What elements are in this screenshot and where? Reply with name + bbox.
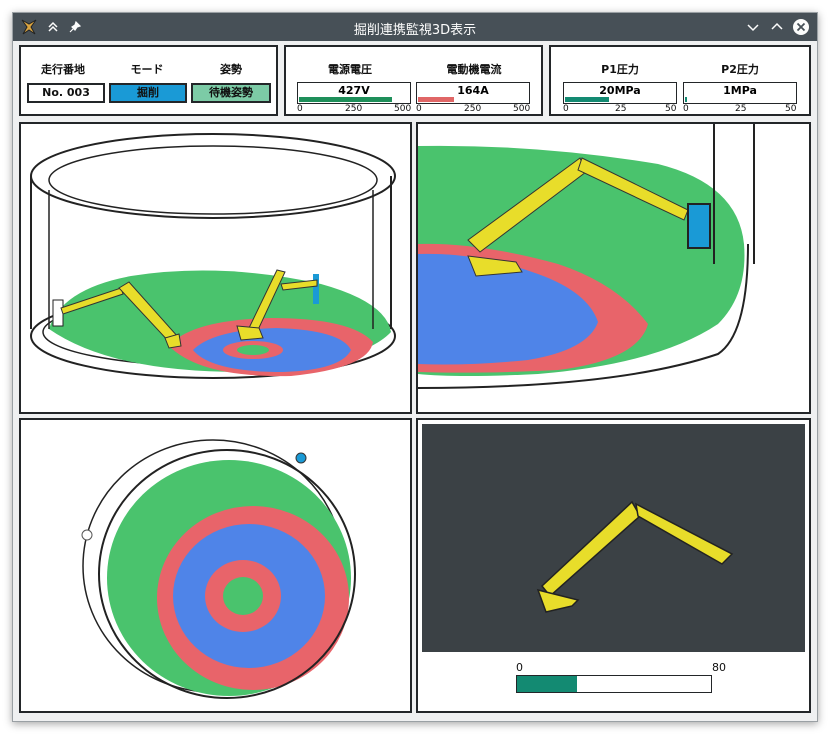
chevron-down-icon[interactable] [743, 17, 763, 37]
level-bar-fill [517, 676, 577, 692]
right-marker[interactable] [295, 452, 307, 464]
crater-center [237, 345, 269, 355]
voltage-tick-max: 500 [394, 104, 412, 114]
close-icon[interactable] [791, 17, 811, 37]
top-view[interactable] [19, 418, 412, 713]
pin-icon[interactable] [65, 17, 85, 37]
pressure-panel: P1圧力 P2圧力 20MPa 0 25 50 1MPa 0 25 50 [549, 45, 811, 116]
p1-tick-min: 0 [563, 104, 569, 114]
posture-field: 待機姿勢 [191, 83, 271, 103]
gantry-block [687, 203, 711, 249]
excavator-b-arm [280, 279, 318, 291]
pit-top-inner [48, 145, 378, 215]
p2-tick-max: 50 [785, 104, 797, 114]
current-tick-mid: 250 [464, 104, 482, 114]
voltage-tick-mid: 250 [345, 104, 363, 114]
p2-bar [685, 97, 688, 102]
excavator-bucket [536, 588, 580, 613]
mode-field: 掘削 [109, 83, 187, 103]
double-chevron-up-icon[interactable] [43, 17, 63, 37]
pit-top-rim [30, 133, 396, 219]
run-address-field: No. 003 [27, 83, 105, 103]
run-address-label: 走行番地 [41, 63, 85, 76]
pit-floor-rim [418, 243, 749, 389]
current-gauge: 164A [416, 82, 530, 104]
level-gauge [516, 675, 712, 693]
p1-label: P1圧力 [601, 63, 639, 76]
gantry-left [52, 299, 64, 327]
p2-tick-mid: 25 [735, 104, 747, 114]
pit-wall [713, 124, 755, 264]
p2-tick-min: 0 [683, 104, 689, 114]
excavator-arm [577, 157, 689, 221]
p1-gauge: 20MPa [563, 82, 677, 104]
p2-label: P2圧力 [721, 63, 759, 76]
level-scale-max: 80 [712, 661, 726, 674]
top-view-scene [81, 439, 356, 699]
app-logo-icon[interactable] [19, 17, 39, 37]
voltage-value: 427V [338, 84, 370, 97]
left-marker[interactable] [81, 529, 93, 541]
pit-walls-inner [48, 190, 374, 329]
p1-bar [565, 97, 609, 102]
side-view-canvas [422, 424, 805, 652]
current-tick-max: 500 [513, 104, 531, 114]
electrical-panel: 電源電圧 電動機電流 427V 0 250 500 164A 0 250 500 [284, 45, 543, 116]
closeup-3d-view[interactable] [416, 122, 811, 414]
excavator-bucket [467, 255, 523, 277]
p1-tick-mid: 25 [615, 104, 627, 114]
level-scale-min: 0 [516, 661, 523, 674]
mode-label: モード [130, 63, 164, 76]
excavator-arm [635, 502, 734, 565]
terrain-blue [418, 253, 598, 365]
current-tick-min: 0 [416, 104, 422, 114]
gantry-right [313, 274, 319, 304]
current-bar [418, 97, 454, 102]
window-title: 掘削連携監視3D表示 [353, 23, 477, 38]
inner-boundary [98, 449, 356, 699]
current-label: 電動機電流 [446, 63, 502, 76]
side-view[interactable]: 0 80 [416, 418, 811, 713]
excavator-boom [540, 500, 641, 598]
status-panel: 走行番地 モード 姿勢 No. 003 掘削 待機姿勢 [19, 45, 278, 116]
pit-walls [30, 176, 392, 329]
side-view-scene [536, 500, 734, 613]
p2-gauge: 1MPa [683, 82, 797, 104]
excavator-a-arm [60, 287, 124, 315]
voltage-gauge: 427V [297, 82, 411, 104]
voltage-bar [299, 97, 393, 102]
excavator-b-bucket [236, 325, 264, 341]
current-value: 164A [457, 84, 489, 97]
chevron-up-icon[interactable] [767, 17, 787, 37]
posture-label: 姿勢 [220, 63, 242, 76]
closeup-3d-scene [418, 124, 755, 389]
crater-center [223, 577, 263, 615]
p1-value: 20MPa [599, 84, 641, 97]
excavator-a-bucket [164, 333, 182, 349]
title-bar[interactable]: 掘削連携監視3D表示 [13, 13, 817, 41]
overview-3d-scene [30, 133, 396, 379]
overview-3d-view[interactable] [19, 122, 412, 414]
p2-value: 1MPa [723, 84, 757, 97]
p1-tick-max: 50 [665, 104, 677, 114]
voltage-label: 電源電圧 [328, 63, 372, 76]
main-window: 掘削連携監視3D表示 走行番地 モード 姿勢 No. 003 掘削 待機姿勢 電… [12, 12, 818, 722]
voltage-tick-min: 0 [297, 104, 303, 114]
